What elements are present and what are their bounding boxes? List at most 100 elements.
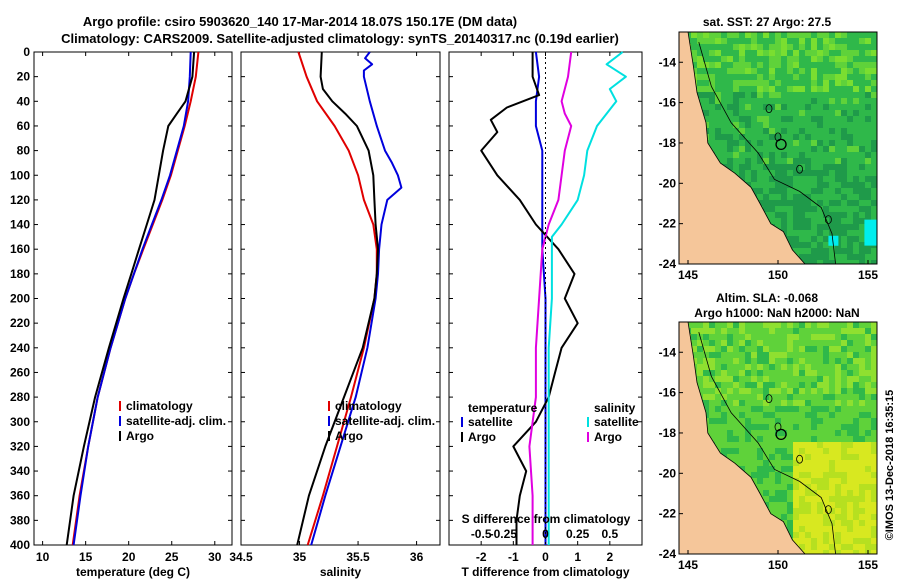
map-cell <box>805 200 811 206</box>
map-cell <box>871 514 877 520</box>
map-cell <box>739 322 745 328</box>
map-cell <box>811 406 817 412</box>
map-cell <box>709 364 715 370</box>
map-cell <box>745 62 751 68</box>
map-cell <box>841 442 847 448</box>
map-cell <box>865 340 871 346</box>
map-cell <box>853 532 859 538</box>
map-cell <box>829 442 835 448</box>
map-cell <box>829 454 835 460</box>
map-cell <box>739 370 745 376</box>
map-cell <box>817 86 823 92</box>
map-cell <box>793 460 799 466</box>
map-cell <box>817 442 823 448</box>
map-cell <box>793 206 799 212</box>
map-cell <box>781 382 787 388</box>
map-cell <box>709 92 715 98</box>
map-cell <box>811 550 817 554</box>
map-cell <box>811 370 817 376</box>
map-cell <box>823 32 829 38</box>
map-cell <box>787 68 793 74</box>
map-cell <box>763 346 769 352</box>
y-tick-label: 60 <box>17 119 31 133</box>
map-cell <box>793 520 799 526</box>
map-cell <box>793 484 799 490</box>
map-cell <box>841 164 847 170</box>
map-cell <box>829 218 835 224</box>
map-cell <box>799 322 805 328</box>
map-cell <box>757 478 763 484</box>
map-cell <box>745 140 751 146</box>
legend-label: climatology <box>335 399 402 413</box>
map-cell <box>787 394 793 400</box>
map-cell <box>823 104 829 110</box>
map-cell <box>763 400 769 406</box>
map-cell <box>727 388 733 394</box>
map-cell <box>703 110 709 116</box>
map-cell <box>835 400 841 406</box>
x-tick-label: 1 <box>574 550 581 564</box>
map-cell <box>781 128 787 134</box>
map-cell <box>781 38 787 44</box>
map-cell <box>787 164 793 170</box>
map-cell <box>859 188 865 194</box>
map-cell <box>835 544 841 550</box>
map-cell <box>805 206 811 212</box>
map-cell <box>871 394 877 400</box>
map-cell <box>775 352 781 358</box>
map-cell <box>805 346 811 352</box>
map-cell <box>805 478 811 484</box>
map-cell <box>721 340 727 346</box>
map-cell <box>757 86 763 92</box>
map-cell <box>727 430 733 436</box>
map-cell <box>769 86 775 92</box>
map-cell <box>835 62 841 68</box>
reef-contour <box>698 331 836 554</box>
map-cell <box>715 128 721 134</box>
map-cell <box>865 448 871 454</box>
map-cell <box>799 206 805 212</box>
map-cell <box>817 334 823 340</box>
series-line-3 <box>528 51 573 545</box>
map-cell <box>847 424 853 430</box>
map-cell <box>841 230 847 236</box>
map-cell <box>757 44 763 50</box>
map-cell <box>841 424 847 430</box>
map-cell <box>727 448 733 454</box>
map-cell <box>865 38 871 44</box>
map-cell <box>835 74 841 80</box>
map-cell <box>865 454 871 460</box>
map-cell <box>853 454 859 460</box>
map-cell <box>823 224 829 230</box>
map-cell <box>757 340 763 346</box>
map-cell <box>835 376 841 382</box>
map-cell <box>853 424 859 430</box>
y-tick-label: 300 <box>10 415 30 429</box>
series-line-0 <box>534 51 547 545</box>
map-cell <box>739 146 745 152</box>
map-cell <box>823 146 829 152</box>
y-tick-label: 280 <box>10 390 30 404</box>
map-cell <box>835 170 841 176</box>
map-cell <box>865 92 871 98</box>
map-cell <box>847 430 853 436</box>
map-cell <box>715 352 721 358</box>
map-cell <box>829 550 835 554</box>
map-cell <box>775 50 781 56</box>
map-cell <box>709 50 715 56</box>
map-cell <box>793 526 799 532</box>
map-cell <box>805 550 811 554</box>
map-cell <box>859 328 865 334</box>
map-cell <box>829 224 835 230</box>
map-cell <box>721 346 727 352</box>
map-cell <box>757 50 763 56</box>
map-cell <box>769 188 775 194</box>
map-cell <box>811 460 817 466</box>
map-cell <box>859 358 865 364</box>
map-cell <box>703 32 709 38</box>
map-cell <box>739 50 745 56</box>
map-cell <box>757 92 763 98</box>
map-cell <box>865 104 871 110</box>
x-tick-label: 35 <box>293 550 307 564</box>
map-cell <box>769 74 775 80</box>
